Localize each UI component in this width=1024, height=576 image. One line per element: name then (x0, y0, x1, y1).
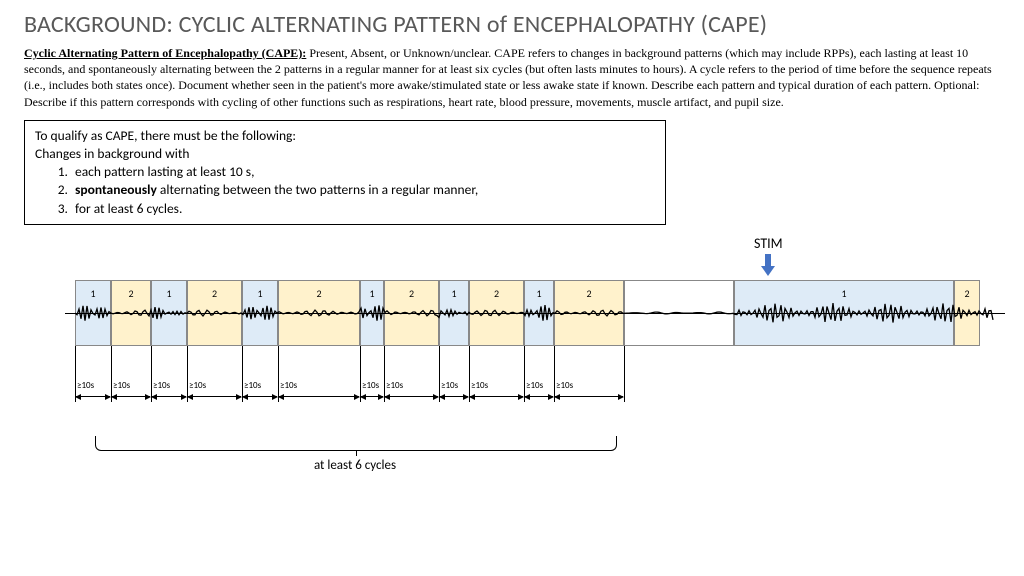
duration-arrow (470, 396, 523, 397)
eeg-waveform (75, 298, 995, 328)
cycles-brace (95, 436, 617, 451)
box-intro: To qualify as CAPE, there must be the fo… (35, 127, 655, 145)
duration-label: ≥10s (278, 380, 362, 391)
duration-arrow (243, 396, 277, 397)
duration-arrow (440, 396, 468, 397)
duration-label: ≥10s (554, 380, 626, 391)
lead-label: Cyclic Alternating Pattern of Encephalop… (24, 46, 306, 60)
duration-arrow (555, 396, 623, 397)
criteria-list: each pattern lasting at least 10 s,spont… (35, 163, 655, 218)
duration-arrow (112, 396, 150, 397)
duration-label: ≥10s (75, 380, 113, 391)
tick (624, 346, 625, 402)
duration-label: ≥10s (111, 380, 153, 391)
criteria-item: for at least 6 cycles. (71, 200, 655, 218)
duration-label: ≥10s (242, 380, 280, 391)
page-title: BACKGROUND: CYCLIC ALTERNATING PATTERN o… (24, 10, 1000, 39)
duration-arrow (152, 396, 186, 397)
duration-arrow (385, 396, 438, 397)
intro-paragraph: Cyclic Alternating Pattern of Encephalop… (24, 45, 1000, 110)
duration-label: ≥10s (439, 380, 471, 391)
duration-arrow (76, 396, 110, 397)
box-sub: Changes in background with (35, 145, 655, 163)
cape-diagram: 21212121212121 ≥10s≥10s≥10s≥10s≥10s≥10s≥… (75, 280, 995, 530)
duration-label: ≥10s (524, 380, 556, 391)
duration-label: ≥10s (360, 380, 386, 391)
duration-arrow (361, 396, 383, 397)
cycles-label: at least 6 cycles (255, 458, 455, 473)
arrow-down-icon (761, 254, 775, 276)
duration-row: ≥10s≥10s≥10s≥10s≥10s≥10s≥10s≥10s≥10s≥10s… (75, 380, 995, 420)
duration-arrow (188, 396, 241, 397)
duration-label: ≥10s (469, 380, 526, 391)
stim-marker: STIM (754, 235, 783, 276)
criteria-box: To qualify as CAPE, there must be the fo… (24, 120, 666, 225)
duration-arrow (279, 396, 359, 397)
duration-label: ≥10s (151, 380, 189, 391)
criteria-item: each pattern lasting at least 10 s, (71, 163, 655, 181)
criteria-item: spontaneously alternating between the tw… (71, 181, 655, 199)
stim-label: STIM (754, 235, 783, 252)
duration-label: ≥10s (384, 380, 441, 391)
duration-label: ≥10s (187, 380, 244, 391)
duration-arrow (525, 396, 553, 397)
